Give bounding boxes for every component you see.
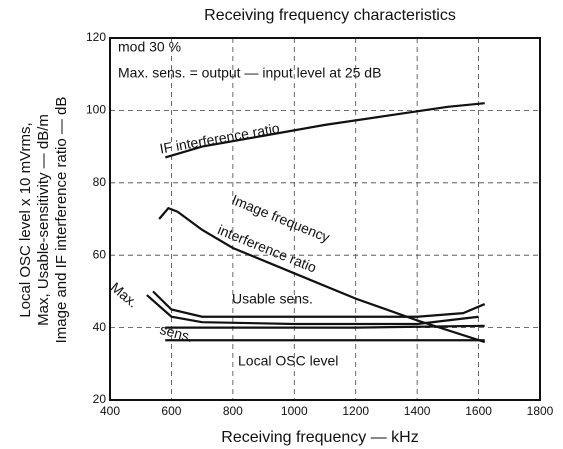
curve: [164, 102, 485, 159]
x-tick-label: 1600: [465, 404, 492, 418]
plot-frame: [109, 37, 541, 401]
annotation: mod 30 %: [118, 39, 181, 55]
x-axis-label: Receiving frequency — kHz: [221, 429, 418, 446]
annotation: Usable sens.: [232, 291, 313, 307]
y-tick-label: 80: [93, 175, 107, 189]
annotation: sens.: [158, 321, 194, 345]
chart-title: Receiving frequency characteristics: [204, 7, 456, 24]
annotation: Max.: [108, 279, 142, 311]
x-tick-label: 1400: [404, 404, 431, 418]
curve: [158, 206, 486, 344]
x-tick-label: 800: [223, 404, 243, 418]
y-axis-label-line: Image and IF interference ratio — dB: [53, 97, 70, 344]
y-axis-label: Local OSC level x 10 mVrms, Max, Usable-…: [17, 97, 70, 344]
curve: [146, 294, 479, 326]
x-tick-label: 1800: [527, 404, 554, 418]
y-tick-label: 20: [93, 392, 107, 406]
x-tick-label: 400: [100, 404, 120, 418]
x-tick-label: 1000: [281, 404, 308, 418]
y-axis-label-line: Local OSC level x 10 mVrms,: [17, 122, 34, 317]
annotation: IF interference ratio: [158, 120, 281, 157]
curve: [165, 324, 485, 329]
curve: [152, 290, 486, 318]
y-tick-label: 100: [86, 103, 106, 117]
x-tick-label: 1200: [342, 404, 369, 418]
y-tick-label: 40: [93, 320, 107, 334]
annotation: Local OSC level: [238, 353, 338, 369]
y-tick-label: 60: [93, 247, 107, 261]
y-axis-label-line: Max, Usable-sensitivity — dB/m: [35, 114, 52, 326]
x-tick-label: 600: [161, 404, 181, 418]
y-tick-label: 120: [86, 30, 106, 44]
annotation: Max. sens. = output — input level at 25 …: [118, 65, 381, 81]
